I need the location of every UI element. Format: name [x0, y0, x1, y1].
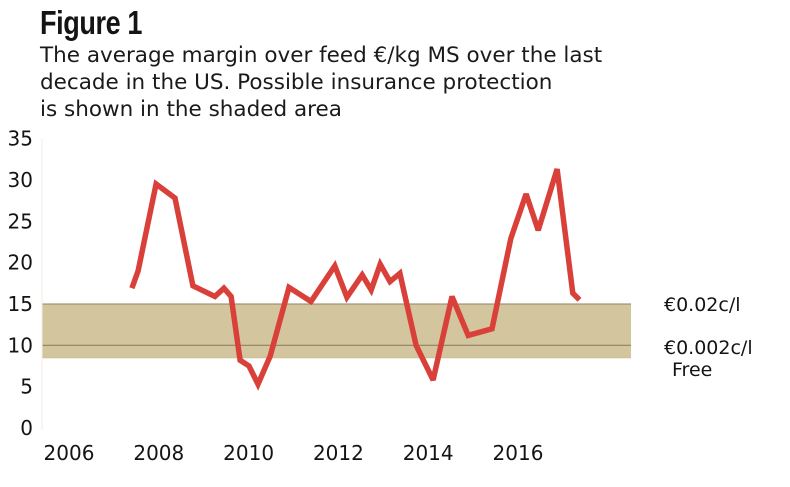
- band-label-lower: Free: [672, 359, 712, 381]
- insurance-band: [42, 303, 631, 359]
- subtitle-line: is shown in the shaded area: [40, 97, 342, 122]
- band-labels: €0.02c/l €0.002c/l Free: [664, 294, 753, 381]
- y-tick-label: 20: [8, 251, 33, 275]
- x-tick-label: 2012: [313, 441, 364, 465]
- y-tick-label: 35: [8, 127, 33, 151]
- figure-subtitle: The average margin over feed €/kg MS ove…: [40, 42, 740, 123]
- band-label-upper: €0.02c/l: [664, 294, 741, 316]
- subtitle-line: decade in the US. Possible insurance pro…: [40, 70, 553, 95]
- subtitle-line: The average margin over feed €/kg MS ove…: [40, 43, 603, 68]
- y-tick-label: 5: [20, 375, 33, 399]
- series-line-margin: [129, 168, 582, 391]
- x-tick-label: 2016: [493, 441, 544, 465]
- band-label-middle: €0.002c/l: [664, 337, 753, 359]
- y-tick-label: 15: [8, 292, 33, 316]
- y-tick-label: 0: [20, 416, 33, 440]
- series-layer: [129, 168, 582, 391]
- x-tick-label: 2010: [223, 441, 274, 465]
- y-tick-label: 30: [8, 168, 33, 192]
- figure-title: Figure 1: [40, 4, 142, 41]
- y-tick-label: 25: [8, 209, 33, 233]
- axes: 0 5 10 15 20 25 30 35 2006 2008 2010 2012 2014 2016: [8, 127, 544, 465]
- shaded-band-area: [42, 303, 631, 358]
- x-tick-label: 2014: [403, 441, 454, 465]
- x-tick-label: 2006: [44, 441, 95, 465]
- y-tick-label: 10: [8, 333, 33, 357]
- x-tick-label: 2008: [133, 441, 184, 465]
